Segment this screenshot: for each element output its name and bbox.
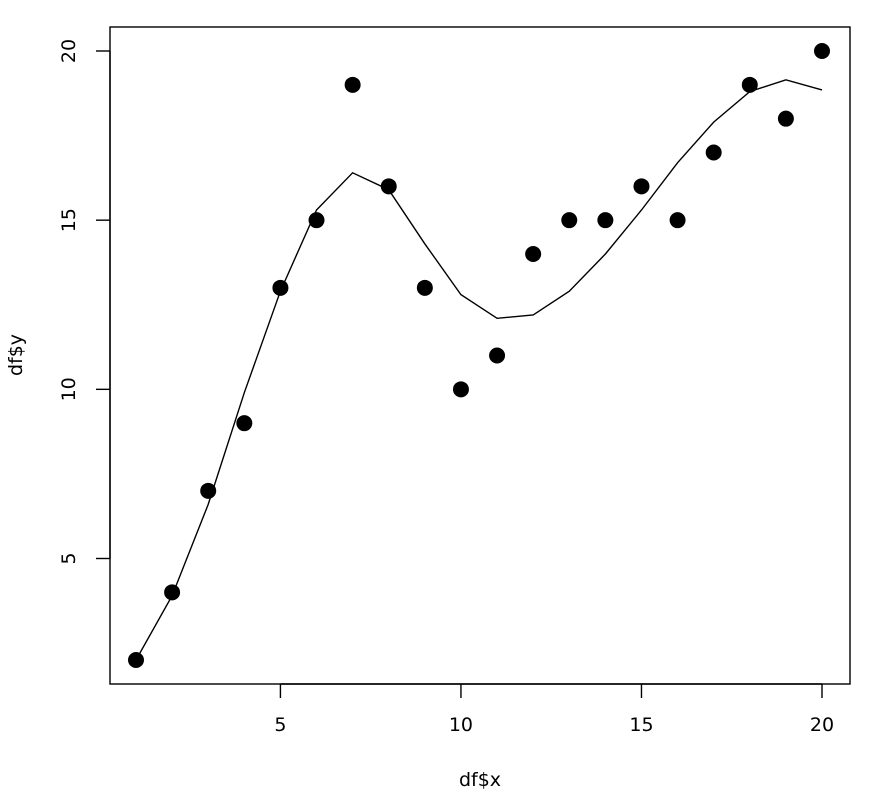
plot-box — [109, 26, 851, 685]
y-tick-label: 15 — [58, 208, 80, 232]
data-point — [777, 110, 794, 127]
data-point — [741, 76, 758, 93]
fit-line — [135, 79, 823, 661]
x-tick-label: 15 — [629, 714, 653, 736]
data-point — [705, 144, 722, 161]
fit-line-series — [135, 79, 823, 661]
y-axis: 5 10 15 20 — [58, 39, 111, 565]
data-point — [597, 212, 614, 229]
y-axis-title: df$y — [5, 334, 27, 376]
y-tick-label: 20 — [58, 39, 80, 63]
x-axis-title: df$x — [459, 769, 501, 791]
x-axis: 5 10 15 20 — [274, 683, 834, 736]
x-tick-label: 20 — [810, 714, 834, 736]
data-point — [525, 246, 542, 262]
data-point — [164, 584, 181, 601]
data-point — [380, 178, 397, 195]
data-point — [452, 381, 469, 398]
data-point — [633, 178, 650, 195]
data-point — [344, 76, 361, 93]
y-tick-label: 5 — [58, 552, 80, 564]
data-point — [236, 415, 253, 432]
data-point — [416, 279, 433, 296]
data-point — [669, 212, 686, 229]
x-tick-label: 10 — [449, 714, 473, 736]
data-point — [561, 212, 578, 229]
data-point — [308, 212, 325, 229]
points-series — [128, 43, 830, 668]
data-point — [489, 347, 506, 364]
data-point — [128, 652, 144, 668]
data-point — [272, 279, 289, 296]
data-point — [200, 482, 217, 499]
data-point — [814, 43, 830, 59]
y-tick-label: 10 — [58, 377, 80, 401]
x-tick-label: 5 — [274, 714, 286, 736]
